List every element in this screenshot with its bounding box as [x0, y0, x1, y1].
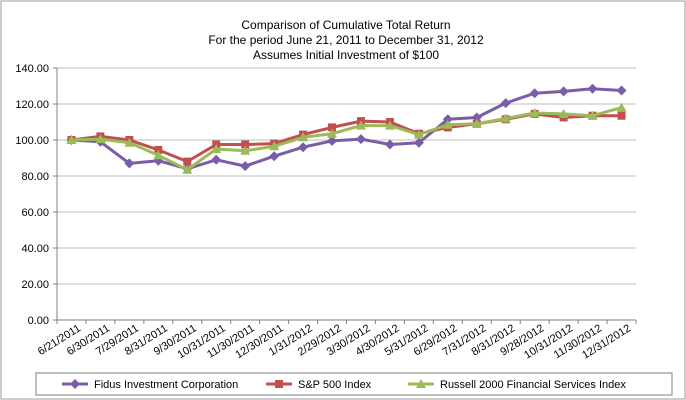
y-tick-label: 120.00 [15, 99, 49, 111]
data-point [154, 145, 163, 154]
data-point [95, 134, 106, 144]
legend-label: Russell 2000 Financial Services Index [440, 379, 626, 391]
data-point [616, 102, 627, 112]
data-point [269, 151, 280, 162]
data-point [66, 135, 77, 144]
y-tick-label: 80.00 [21, 171, 49, 183]
chart-title-line-1: Comparison of Cumulative Total Return [241, 18, 450, 32]
data-point [471, 118, 482, 128]
legend-label: S&P 500 Index [298, 379, 372, 391]
chart-title-line-3: Assumes Initial Investment of $100 [253, 48, 439, 62]
y-tick-label: 40.00 [21, 243, 49, 255]
data-point [153, 150, 164, 160]
legend-entry: S&P 500 Index [266, 379, 372, 391]
data-point [240, 161, 251, 172]
data-point [442, 119, 453, 129]
legend-box [35, 372, 673, 396]
series-3 [66, 102, 627, 174]
legend-entry: Fidus Investment Corporation [62, 379, 238, 391]
data-point [442, 114, 453, 125]
data-point [182, 164, 193, 174]
data-point [211, 144, 222, 153]
data-point [529, 108, 540, 117]
data-point [413, 137, 424, 148]
data-point [500, 113, 511, 123]
data-point [241, 140, 250, 149]
data-point [124, 137, 135, 147]
data-point [298, 132, 309, 142]
data-point [328, 123, 337, 132]
data-point [413, 129, 424, 139]
data-point [269, 141, 280, 151]
data-point [211, 154, 222, 165]
series-lines [66, 83, 627, 174]
y-tick-label: 60.00 [21, 207, 49, 219]
y-tick-label: 140.00 [15, 63, 49, 75]
data-point [558, 108, 569, 118]
legend-marker [70, 379, 80, 389]
y-tick-label: 20.00 [21, 279, 49, 291]
series-line [71, 106, 622, 172]
data-point [558, 86, 569, 97]
data-point [355, 134, 366, 145]
data-point [240, 145, 251, 155]
chart-title: Comparison of Cumulative Total Return Fo… [208, 18, 484, 62]
data-point [529, 88, 540, 99]
legend-entry: Russell 2000 Financial Services Index [408, 379, 626, 391]
data-point [384, 139, 395, 150]
data-point [617, 111, 626, 120]
series-line [71, 87, 622, 171]
data-point [616, 85, 627, 96]
data-point [500, 98, 511, 109]
data-point [355, 120, 366, 130]
data-point [183, 157, 192, 166]
data-point [327, 128, 338, 138]
data-point [327, 135, 338, 146]
y-axis-ticks: 0.00 20.00 40.00 60.00 80.00 100.00 120.00 140.… [15, 63, 57, 327]
data-point [587, 83, 598, 94]
legend-label: Fidus Investment Corporation [94, 379, 238, 391]
data-point [587, 110, 598, 120]
legend-marker [416, 379, 426, 388]
legend-marker [275, 380, 283, 388]
data-point [384, 120, 395, 130]
legend: Fidus Investment Corporation S&P 500 Inde… [35, 372, 673, 396]
y-tick-label: 0.00 [28, 315, 49, 327]
data-point [124, 158, 135, 169]
y-tick-label: 100.00 [15, 135, 49, 147]
chart-title-line-2: For the period June 21, 2011 to December… [208, 33, 484, 47]
data-point [298, 142, 309, 153]
